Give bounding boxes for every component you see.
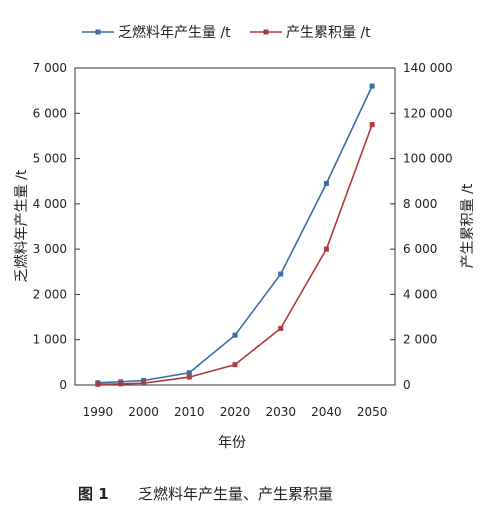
legend-marker-1	[263, 29, 269, 35]
series-line-1	[97, 124, 373, 386]
series-point-1	[232, 362, 238, 368]
x-tick-label: 2010	[174, 405, 205, 419]
series-point-1	[323, 246, 329, 252]
y-axis-left-title: 乏燃料年产生量 /t	[13, 169, 30, 282]
plot-frame	[74, 67, 396, 386]
legend-marker-0	[95, 29, 101, 35]
legend-label-0: 乏燃料年产生量 /t	[118, 24, 231, 41]
series-point-1	[369, 122, 375, 128]
y-right-tick-label: 120 000	[403, 106, 453, 120]
left-axis: 0 1 000 2 000 3 000 4 000 5 000 6 000 7 000	[33, 61, 80, 392]
y-right-tick-label: 6 000	[403, 242, 437, 256]
series-layer	[95, 83, 375, 387]
y-left-tick-label: 0	[59, 378, 67, 392]
series-point-0	[323, 180, 329, 186]
series-point-1	[278, 325, 284, 331]
legend: 乏燃料年产生量 /t 产生累积量 /t	[82, 24, 371, 41]
y-left-tick-label: 3 000	[33, 242, 67, 256]
y-right-tick-label: 100 000	[403, 152, 453, 166]
y-left-tick-label: 2 000	[33, 287, 67, 301]
x-axis-title: 年份	[218, 435, 246, 451]
x-tick-label: 2000	[128, 405, 159, 419]
figure-caption-text: 乏燃料年产生量、产生累积量	[138, 485, 333, 503]
series-point-1	[118, 381, 124, 387]
x-tick-label: 2030	[265, 405, 296, 419]
series-point-0	[186, 370, 192, 376]
x-axis: 1990 2000 2010 2020 2030 2040 2050	[83, 405, 388, 419]
figure-caption-label: 图 1	[78, 485, 109, 503]
right-axis: 0 2 000 4 000 6 000 8 000 100 000 120 000 140 0…	[390, 61, 453, 392]
y-right-tick-label: 8 000	[403, 197, 437, 211]
y-left-tick-label: 4 000	[33, 197, 67, 211]
y-right-tick-label: 140 000	[403, 61, 453, 75]
y-right-tick-label: 4 000	[403, 287, 437, 301]
y-left-tick-label: 1 000	[33, 333, 67, 347]
y-left-tick-label: 7 000	[33, 61, 67, 75]
series-point-0	[232, 332, 238, 338]
series-point-1	[186, 374, 192, 380]
y-right-tick-label: 0	[403, 378, 411, 392]
series-point-0	[369, 83, 375, 89]
x-tick-label: 2050	[357, 405, 388, 419]
y-left-tick-label: 5 000	[33, 152, 67, 166]
series-point-1	[141, 380, 147, 386]
series-point-0	[278, 271, 284, 277]
x-tick-label: 1990	[83, 405, 114, 419]
y-axis-right-title: 产生累积量 /t	[460, 183, 476, 268]
series-point-0	[141, 377, 147, 383]
legend-label-1: 产生累积量 /t	[286, 25, 371, 41]
x-tick-label: 2040	[311, 405, 342, 419]
y-left-tick-label: 6 000	[33, 106, 67, 120]
y-right-tick-label: 2 000	[403, 333, 437, 347]
series-line-0	[97, 85, 373, 384]
series-point-1	[95, 381, 101, 387]
x-tick-label: 2020	[220, 405, 251, 419]
